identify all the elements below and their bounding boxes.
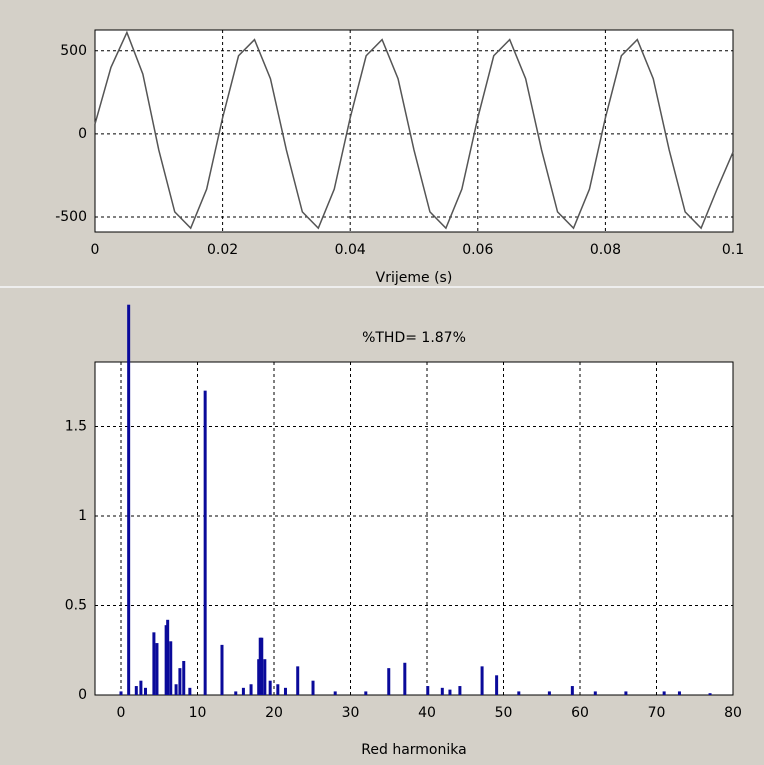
bar [458,686,462,695]
x-tick-label: 50 [495,705,513,721]
bar [311,680,315,695]
x-tick-label: 80 [724,705,742,721]
x-tick-label: 40 [418,705,436,721]
axes-box [94,361,734,696]
bar [403,662,407,695]
bar [333,691,337,695]
bar [139,680,143,695]
bar [134,686,138,695]
bar [570,686,574,695]
bar [387,668,391,695]
bar [547,691,551,695]
bar [448,689,452,695]
bar [174,684,178,695]
bar [263,659,267,695]
bar [426,686,430,695]
chart-title: %THD= 1.87% [362,330,466,346]
bar [296,666,300,695]
bar [166,619,170,695]
x-tick-label: 60 [571,705,589,721]
x-tick-label: 30 [342,705,360,721]
bar [495,675,499,695]
y-tick-label: 0 [78,126,87,142]
bar [169,641,173,695]
bar [260,637,264,695]
bar [182,660,186,695]
bar [164,625,168,695]
bar [364,691,368,695]
y-tick-label: 0.5 [65,597,87,613]
y-tick-label: -500 [55,209,87,225]
bar [677,691,681,695]
bar [258,637,262,695]
y-tick-label: 1.5 [65,418,87,434]
bar [249,684,253,695]
y-tick-label: 1 [78,508,87,524]
bar [152,632,156,695]
bar [283,687,287,695]
y-tick-label: 0 [78,687,87,703]
x-axis-label: Red harmonika [361,742,466,758]
y-tick-label: 500 [60,43,87,59]
bar [276,684,280,695]
x-tick-label: 0.06 [462,242,493,258]
bar [178,668,182,695]
bar [257,659,261,695]
bar [234,691,238,695]
x-tick-label: 0.02 [207,242,238,258]
bar [480,666,484,695]
x-tick-label: 0.04 [335,242,366,258]
bar [241,687,245,695]
bar [662,691,666,695]
bar [517,691,521,695]
bar [127,304,131,695]
bar [203,390,207,695]
plot-area [95,30,733,232]
bar [268,680,272,695]
x-tick-label: 70 [648,705,666,721]
x-tick-label: 0 [91,242,100,258]
plot-area [95,362,733,695]
bar [708,693,712,695]
bar [624,691,628,695]
x-axis-label: Vrijeme (s) [376,270,453,286]
line [94,30,734,230]
bar [440,687,444,695]
bar [143,687,147,695]
x-tick-label: 0.1 [722,242,744,258]
x-tick-label: 20 [265,705,283,721]
bar [188,687,192,695]
bar [593,691,597,695]
x-tick-label: 10 [189,705,207,721]
bar [220,644,224,695]
x-tick-label: 0 [117,705,126,721]
bar [155,643,159,695]
bar [119,691,123,695]
axes-box [94,29,734,233]
x-tick-label: 0.08 [590,242,621,258]
